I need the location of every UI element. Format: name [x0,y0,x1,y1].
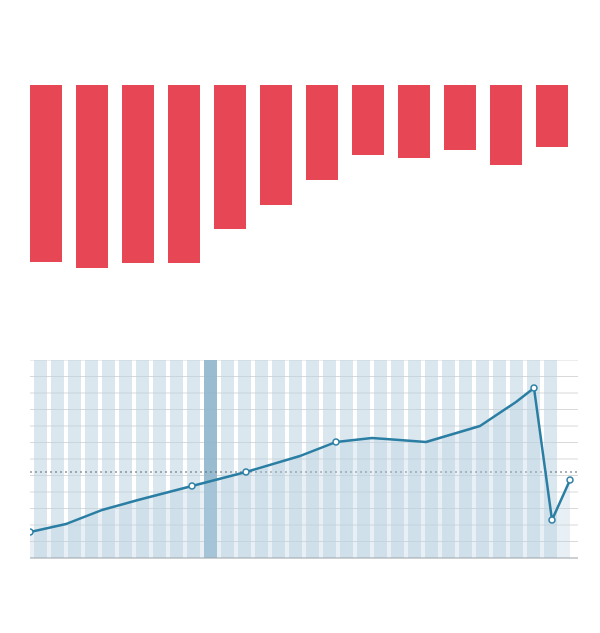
bar-segment [536,85,568,147]
bar-segment [490,85,522,165]
bar-segment [122,85,154,263]
area-chart-svg [30,360,578,580]
bar-segment [352,85,384,155]
bar-segment [168,85,200,263]
chart-page [0,0,600,633]
bar-segment [444,85,476,150]
bar-segment [306,85,338,180]
bar-segment [260,85,292,205]
bar-segment [214,85,246,229]
area-chart [30,360,578,580]
bar-segment [76,85,108,268]
bar-segment [30,85,62,262]
bar-segment [398,85,430,158]
bar-chart [30,85,578,265]
